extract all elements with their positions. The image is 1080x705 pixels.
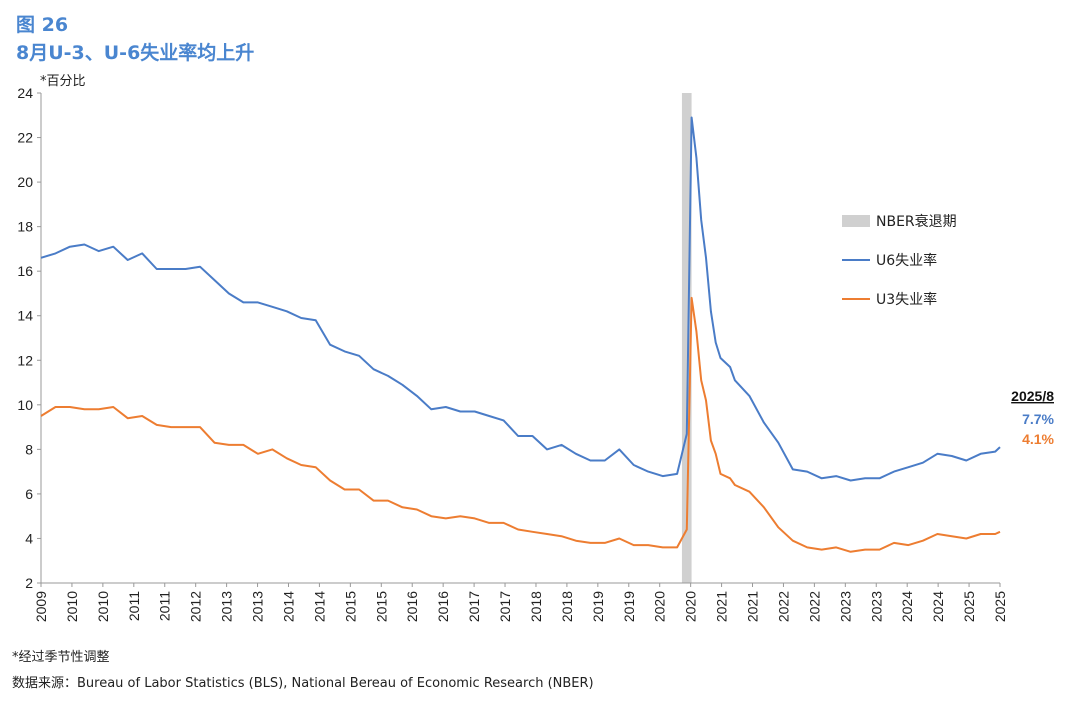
x-tick-label: 2010 xyxy=(64,591,80,622)
recession-band xyxy=(681,93,692,583)
y-tick-label: 22 xyxy=(17,130,33,146)
footnote-source: 数据来源：Bureau of Labor Statistics (BLS), N… xyxy=(12,676,594,691)
y-tick-label: 24 xyxy=(17,85,33,101)
last-period-label: 2025/8 xyxy=(1011,388,1054,404)
legend: NBER衰退期 U6失业率 U3失业率 xyxy=(842,213,957,308)
x-tick-label: 2016 xyxy=(435,591,451,622)
x-tick-label: 2024 xyxy=(899,591,915,622)
y-tick-label: 6 xyxy=(25,486,33,502)
x-tick-label: 2015 xyxy=(373,591,389,622)
legend-label-u6: U6失业率 xyxy=(876,252,937,269)
x-tick-label: 2019 xyxy=(590,591,606,622)
x-tick-label: 2025 xyxy=(961,591,977,622)
y-tick-label: 18 xyxy=(17,219,33,235)
x-tick-label: 2018 xyxy=(559,591,575,622)
y-tick-label: 14 xyxy=(17,308,33,324)
x-tick-label: 2021 xyxy=(745,591,761,622)
x-tick-label: 2019 xyxy=(621,591,637,622)
x-tick-label: 2017 xyxy=(497,591,513,622)
y-tick-label: 4 xyxy=(25,530,33,546)
y-tick-label: 8 xyxy=(25,441,33,457)
x-tick-label: 2024 xyxy=(930,591,946,622)
u6-last-value: 7.7% xyxy=(1022,411,1054,427)
x-tick-label: 2013 xyxy=(250,591,266,622)
x-tick-label: 2017 xyxy=(466,591,482,622)
legend-label-u3: U3失业率 xyxy=(876,291,937,308)
unit-note: *百分比 xyxy=(40,74,86,89)
u6-series-line xyxy=(40,116,1001,482)
series-lines xyxy=(40,116,1001,553)
x-tick-label: 2014 xyxy=(280,591,296,622)
x-tick-label: 2025 xyxy=(992,591,1008,622)
x-tick-label: 2023 xyxy=(868,591,884,622)
x-tick-label: 2011 xyxy=(157,591,173,621)
x-tick-label: 2014 xyxy=(311,591,327,622)
recession-band-layer xyxy=(681,93,692,583)
x-tick-label: 2011 xyxy=(126,591,142,621)
x-tick-label: 2018 xyxy=(528,591,544,622)
x-tick-label: 2015 xyxy=(342,591,358,622)
x-tick-label: 2012 xyxy=(188,591,204,622)
x-tick-label: 2010 xyxy=(95,591,111,622)
x-tick-label: 2009 xyxy=(33,591,49,622)
x-tick-label: 2020 xyxy=(683,591,699,622)
legend-label-recession: NBER衰退期 xyxy=(876,213,957,230)
x-tick-label: 2020 xyxy=(652,591,668,622)
chart-title: 8月U-3、U-6失业率均上升 xyxy=(16,42,255,64)
x-tick-label: 2016 xyxy=(404,591,420,622)
figure-number: 图 26 xyxy=(16,14,69,36)
u3-series-line xyxy=(40,296,1001,553)
y-tick-label: 20 xyxy=(17,174,33,190)
y-tick-label: 16 xyxy=(17,263,33,279)
x-tick-label: 2023 xyxy=(837,591,853,622)
x-tick-label: 2022 xyxy=(806,591,822,622)
y-tick-label: 2 xyxy=(25,575,33,591)
x-tick-label: 2021 xyxy=(714,591,730,622)
y-tick-label: 10 xyxy=(17,397,33,413)
x-tick-label: 2022 xyxy=(775,591,791,622)
footnote-adjustment: *经过季节性调整 xyxy=(12,650,110,665)
u3-last-value: 4.1% xyxy=(1022,431,1054,447)
last-value-labels: 2025/8 7.7% 4.1% xyxy=(1011,388,1054,447)
x-tick-label: 2013 xyxy=(219,591,235,622)
y-tick-label: 12 xyxy=(17,352,33,368)
legend-swatch-recession xyxy=(842,215,870,227)
